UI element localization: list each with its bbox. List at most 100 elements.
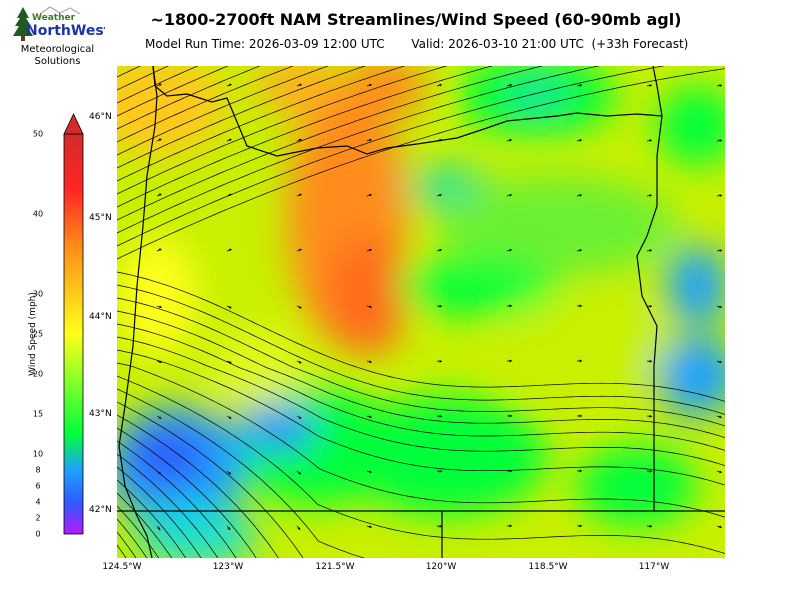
streamline-arrow [576, 139, 583, 142]
streamline [117, 349, 725, 486]
streamline [117, 362, 725, 518]
streamline-arrow [716, 360, 723, 364]
streamline [117, 336, 725, 466]
streamline [117, 66, 366, 169]
streamline [117, 284, 725, 415]
streamline [117, 66, 406, 182]
streamline-arrow [436, 193, 443, 197]
colorbar-tick: 30 [32, 289, 44, 299]
streamline-arrow [296, 525, 301, 531]
streamline-arrow [506, 193, 513, 197]
streamline-arrow [226, 305, 232, 309]
streamline-arrow [296, 360, 302, 364]
streamline-arrow [716, 249, 723, 252]
longitude-label: 120°W [425, 562, 457, 572]
colorbar-tick: 10 [32, 449, 44, 459]
streamline-arrow [226, 248, 232, 252]
streamline-arrow [366, 415, 373, 419]
streamline-arrow [576, 84, 583, 87]
streamline-arrow [226, 415, 232, 419]
logo-brand-small: Weather [32, 13, 76, 23]
state-boundaries [117, 66, 725, 558]
streamline [117, 310, 725, 439]
streamline [117, 375, 725, 554]
streamline [117, 66, 544, 221]
longitude-label: 123°W [212, 562, 244, 572]
streamline-arrow [156, 470, 162, 475]
streamline [117, 323, 725, 451]
streamline-arrow [716, 470, 723, 474]
streamline-arrow [506, 138, 513, 142]
streamline-arrow [506, 83, 513, 87]
streamline-arrow [156, 525, 161, 531]
streamline-arrow [156, 83, 162, 87]
streamline-arrow [226, 138, 232, 142]
streamline-arrow [366, 360, 373, 364]
streamline [117, 531, 137, 558]
streamline-arrow [226, 193, 232, 197]
colorbar [63, 113, 84, 535]
longitude-label: 117°W [638, 562, 670, 572]
streamline [117, 66, 141, 78]
streamline-arrow [436, 83, 443, 87]
streamline-arrow [226, 360, 232, 364]
logo-subtitle-line2: Solutions [34, 56, 81, 67]
streamline [117, 440, 237, 558]
streamline [117, 66, 448, 195]
latitude-label: 46°N [89, 112, 112, 122]
streamline-arrow [156, 360, 163, 364]
logo: Weather NorthWest Meteorological Solutio… [10, 4, 105, 68]
latitude-label: 43°N [89, 409, 112, 419]
streamline-arrow [366, 525, 373, 529]
streamline [117, 66, 600, 234]
latitude-label: 45°N [89, 213, 112, 223]
latitude-label: 44°N [89, 312, 112, 322]
colorbar-tick: 50 [32, 129, 44, 139]
streamline [117, 66, 199, 104]
colorbar-tick: 8 [35, 465, 41, 475]
map-title: ~1800-2700ft NAM Streamlines/Wind Speed … [150, 10, 682, 29]
streamline-arrow [226, 525, 231, 531]
streamline-arrow [366, 193, 373, 197]
streamline [117, 427, 257, 558]
streamline-arrow [226, 83, 232, 87]
streamline-arrow [156, 138, 162, 142]
longitude-label: 118.5°W [528, 562, 568, 572]
colorbar-extend-arrow [63, 113, 84, 135]
streamline-arrow [646, 84, 653, 87]
latitude-label: 42°N [89, 505, 112, 515]
streamline-arrow [716, 194, 723, 197]
model-run-info: Model Run Time: 2026-03-09 12:00 UTC Val… [145, 37, 689, 51]
colorbar-tick: 20 [32, 369, 44, 379]
streamline-arrow [716, 305, 723, 309]
streamline [117, 271, 725, 402]
streamline [117, 414, 279, 558]
streamlines [117, 66, 725, 558]
streamline-arrow [156, 415, 162, 419]
streamline-arrow [296, 193, 303, 197]
streamline-arrow [156, 305, 163, 309]
streamline [117, 492, 173, 558]
streamline-arrow [646, 249, 653, 252]
streamline [117, 66, 170, 91]
streamline-arrow [296, 305, 302, 309]
streamline-arrow [296, 470, 302, 475]
streamline [117, 518, 148, 558]
colorbar-tick: 25 [32, 329, 44, 339]
colorbar-tick: 6 [35, 481, 41, 491]
streamline [117, 544, 127, 558]
wind-field [117, 66, 725, 558]
streamline-arrow [716, 525, 723, 529]
streamline [117, 466, 202, 558]
streamline-arrow [646, 139, 653, 142]
streamline-arrow [716, 139, 723, 142]
streamline [117, 68, 725, 260]
streamline [117, 297, 725, 427]
streamline-arrow [156, 248, 162, 252]
wind-speed-shading [117, 66, 725, 558]
streamline [117, 66, 665, 247]
streamline-arrow [716, 84, 723, 87]
streamline [117, 479, 187, 558]
streamline-arrow [506, 248, 513, 252]
wind-map [117, 66, 725, 558]
